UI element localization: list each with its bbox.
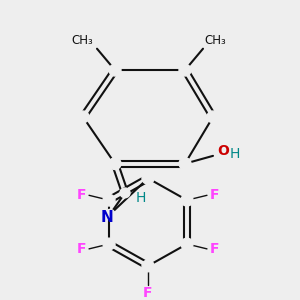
Circle shape (181, 194, 193, 206)
Text: F: F (143, 286, 153, 300)
Circle shape (142, 260, 154, 272)
Circle shape (105, 209, 115, 219)
Circle shape (181, 238, 193, 250)
Text: CH₃: CH₃ (71, 34, 93, 47)
Text: CH₃: CH₃ (204, 34, 226, 47)
Text: F: F (76, 242, 86, 256)
Circle shape (103, 194, 115, 206)
Circle shape (110, 159, 120, 169)
Text: N: N (100, 210, 113, 225)
Text: H: H (136, 191, 146, 205)
Circle shape (109, 64, 121, 76)
Circle shape (103, 238, 115, 250)
Circle shape (207, 111, 219, 123)
Circle shape (77, 111, 89, 123)
Text: O: O (217, 144, 229, 158)
Text: F: F (210, 188, 220, 202)
Circle shape (179, 158, 191, 170)
Text: F: F (210, 242, 220, 256)
Text: H: H (230, 147, 240, 161)
Text: F: F (76, 188, 86, 202)
Circle shape (120, 188, 130, 198)
Circle shape (179, 64, 191, 76)
Circle shape (142, 172, 154, 184)
Circle shape (109, 158, 121, 170)
